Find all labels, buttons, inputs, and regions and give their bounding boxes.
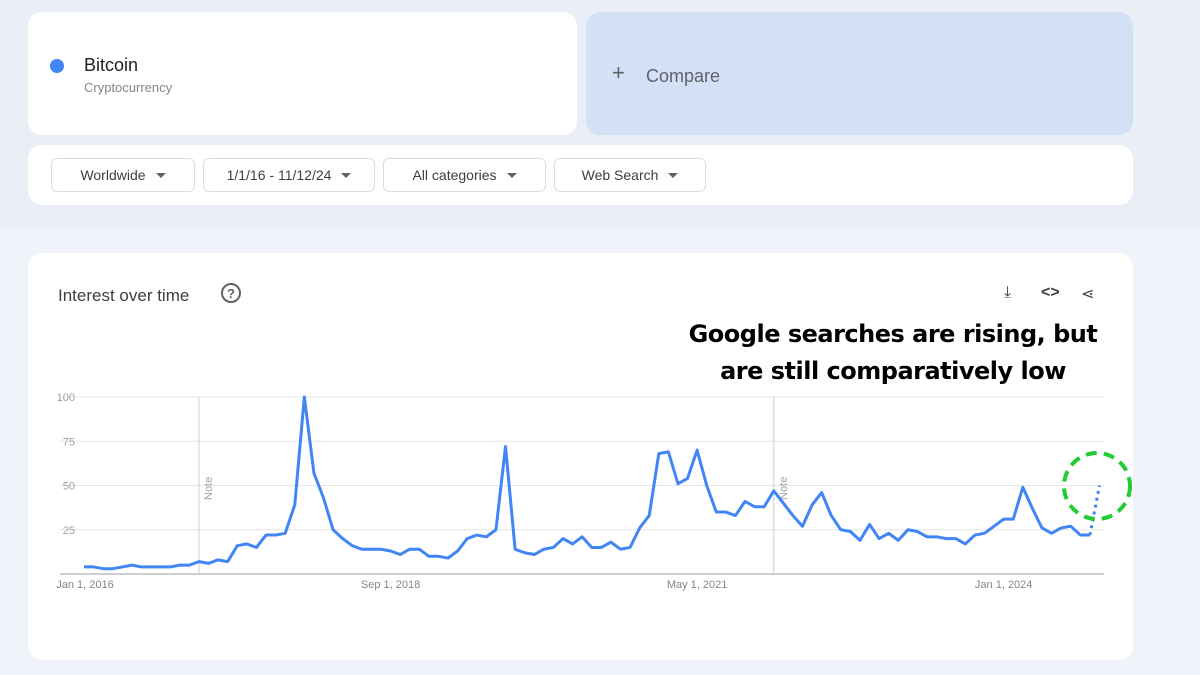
annotation-line-1: Google searches are rising, but bbox=[688, 320, 1098, 348]
category-dropdown[interactable]: All categories bbox=[383, 158, 546, 192]
partial-data-line bbox=[1088, 485, 1101, 536]
date-range-dropdown[interactable]: 1/1/16 - 11/12/24 bbox=[203, 158, 375, 192]
share-icon[interactable]: ⋖ bbox=[1081, 286, 1095, 303]
embed-code-icon[interactable]: <> bbox=[1041, 284, 1060, 301]
x-tick-label: Jan 1, 2024 bbox=[975, 579, 1033, 591]
y-tick-label: 100 bbox=[57, 392, 75, 404]
note-label: Note bbox=[778, 477, 790, 500]
x-tick-label: Sep 1, 2018 bbox=[361, 579, 420, 591]
y-tick-label: 50 bbox=[63, 481, 75, 493]
plus-icon: + bbox=[612, 60, 625, 85]
caret-down-icon bbox=[506, 172, 517, 178]
help-icon[interactable]: ? bbox=[221, 283, 241, 303]
dropdown-label: Worldwide bbox=[80, 167, 146, 183]
filter-bar: Worldwide 1/1/16 - 11/12/24 All categori… bbox=[28, 145, 1133, 205]
region-dropdown[interactable]: Worldwide bbox=[51, 158, 195, 192]
highlight-circle bbox=[1062, 451, 1132, 521]
dropdown-label: 1/1/16 - 11/12/24 bbox=[226, 167, 332, 183]
interest-over-time-card: Interest over time ? ⤓ <> ⋖ Google searc… bbox=[28, 253, 1133, 660]
annotation: Google searches are rising, but are still… bbox=[678, 316, 1108, 390]
caret-down-icon bbox=[341, 172, 352, 178]
term-type: Cryptocurrency bbox=[84, 80, 173, 95]
y-tick-label: 75 bbox=[63, 436, 75, 448]
y-tick-label: 25 bbox=[63, 525, 75, 537]
note-label: Note bbox=[203, 477, 215, 500]
x-tick-label: Jan 1, 2016 bbox=[56, 579, 114, 591]
search-term-card[interactable]: Bitcoin Cryptocurrency bbox=[28, 12, 577, 135]
series-line bbox=[84, 395, 1090, 571]
compare-button[interactable]: + Compare bbox=[586, 12, 1133, 135]
x-tick-label: May 1, 2021 bbox=[667, 579, 728, 591]
term-name: Bitcoin bbox=[84, 55, 139, 75]
caret-down-icon bbox=[155, 172, 166, 178]
search-type-dropdown[interactable]: Web Search bbox=[554, 158, 706, 192]
caret-down-icon bbox=[668, 172, 679, 178]
chart-title: Interest over time bbox=[58, 286, 190, 305]
dropdown-label: Web Search bbox=[581, 167, 659, 183]
download-icon[interactable]: ⤓ bbox=[1004, 284, 1012, 301]
dropdown-label: All categories bbox=[412, 167, 497, 183]
compare-label: Compare bbox=[646, 66, 721, 86]
term-color-dot bbox=[50, 59, 64, 73]
annotation-line-2: are still comparatively low bbox=[720, 357, 1066, 385]
